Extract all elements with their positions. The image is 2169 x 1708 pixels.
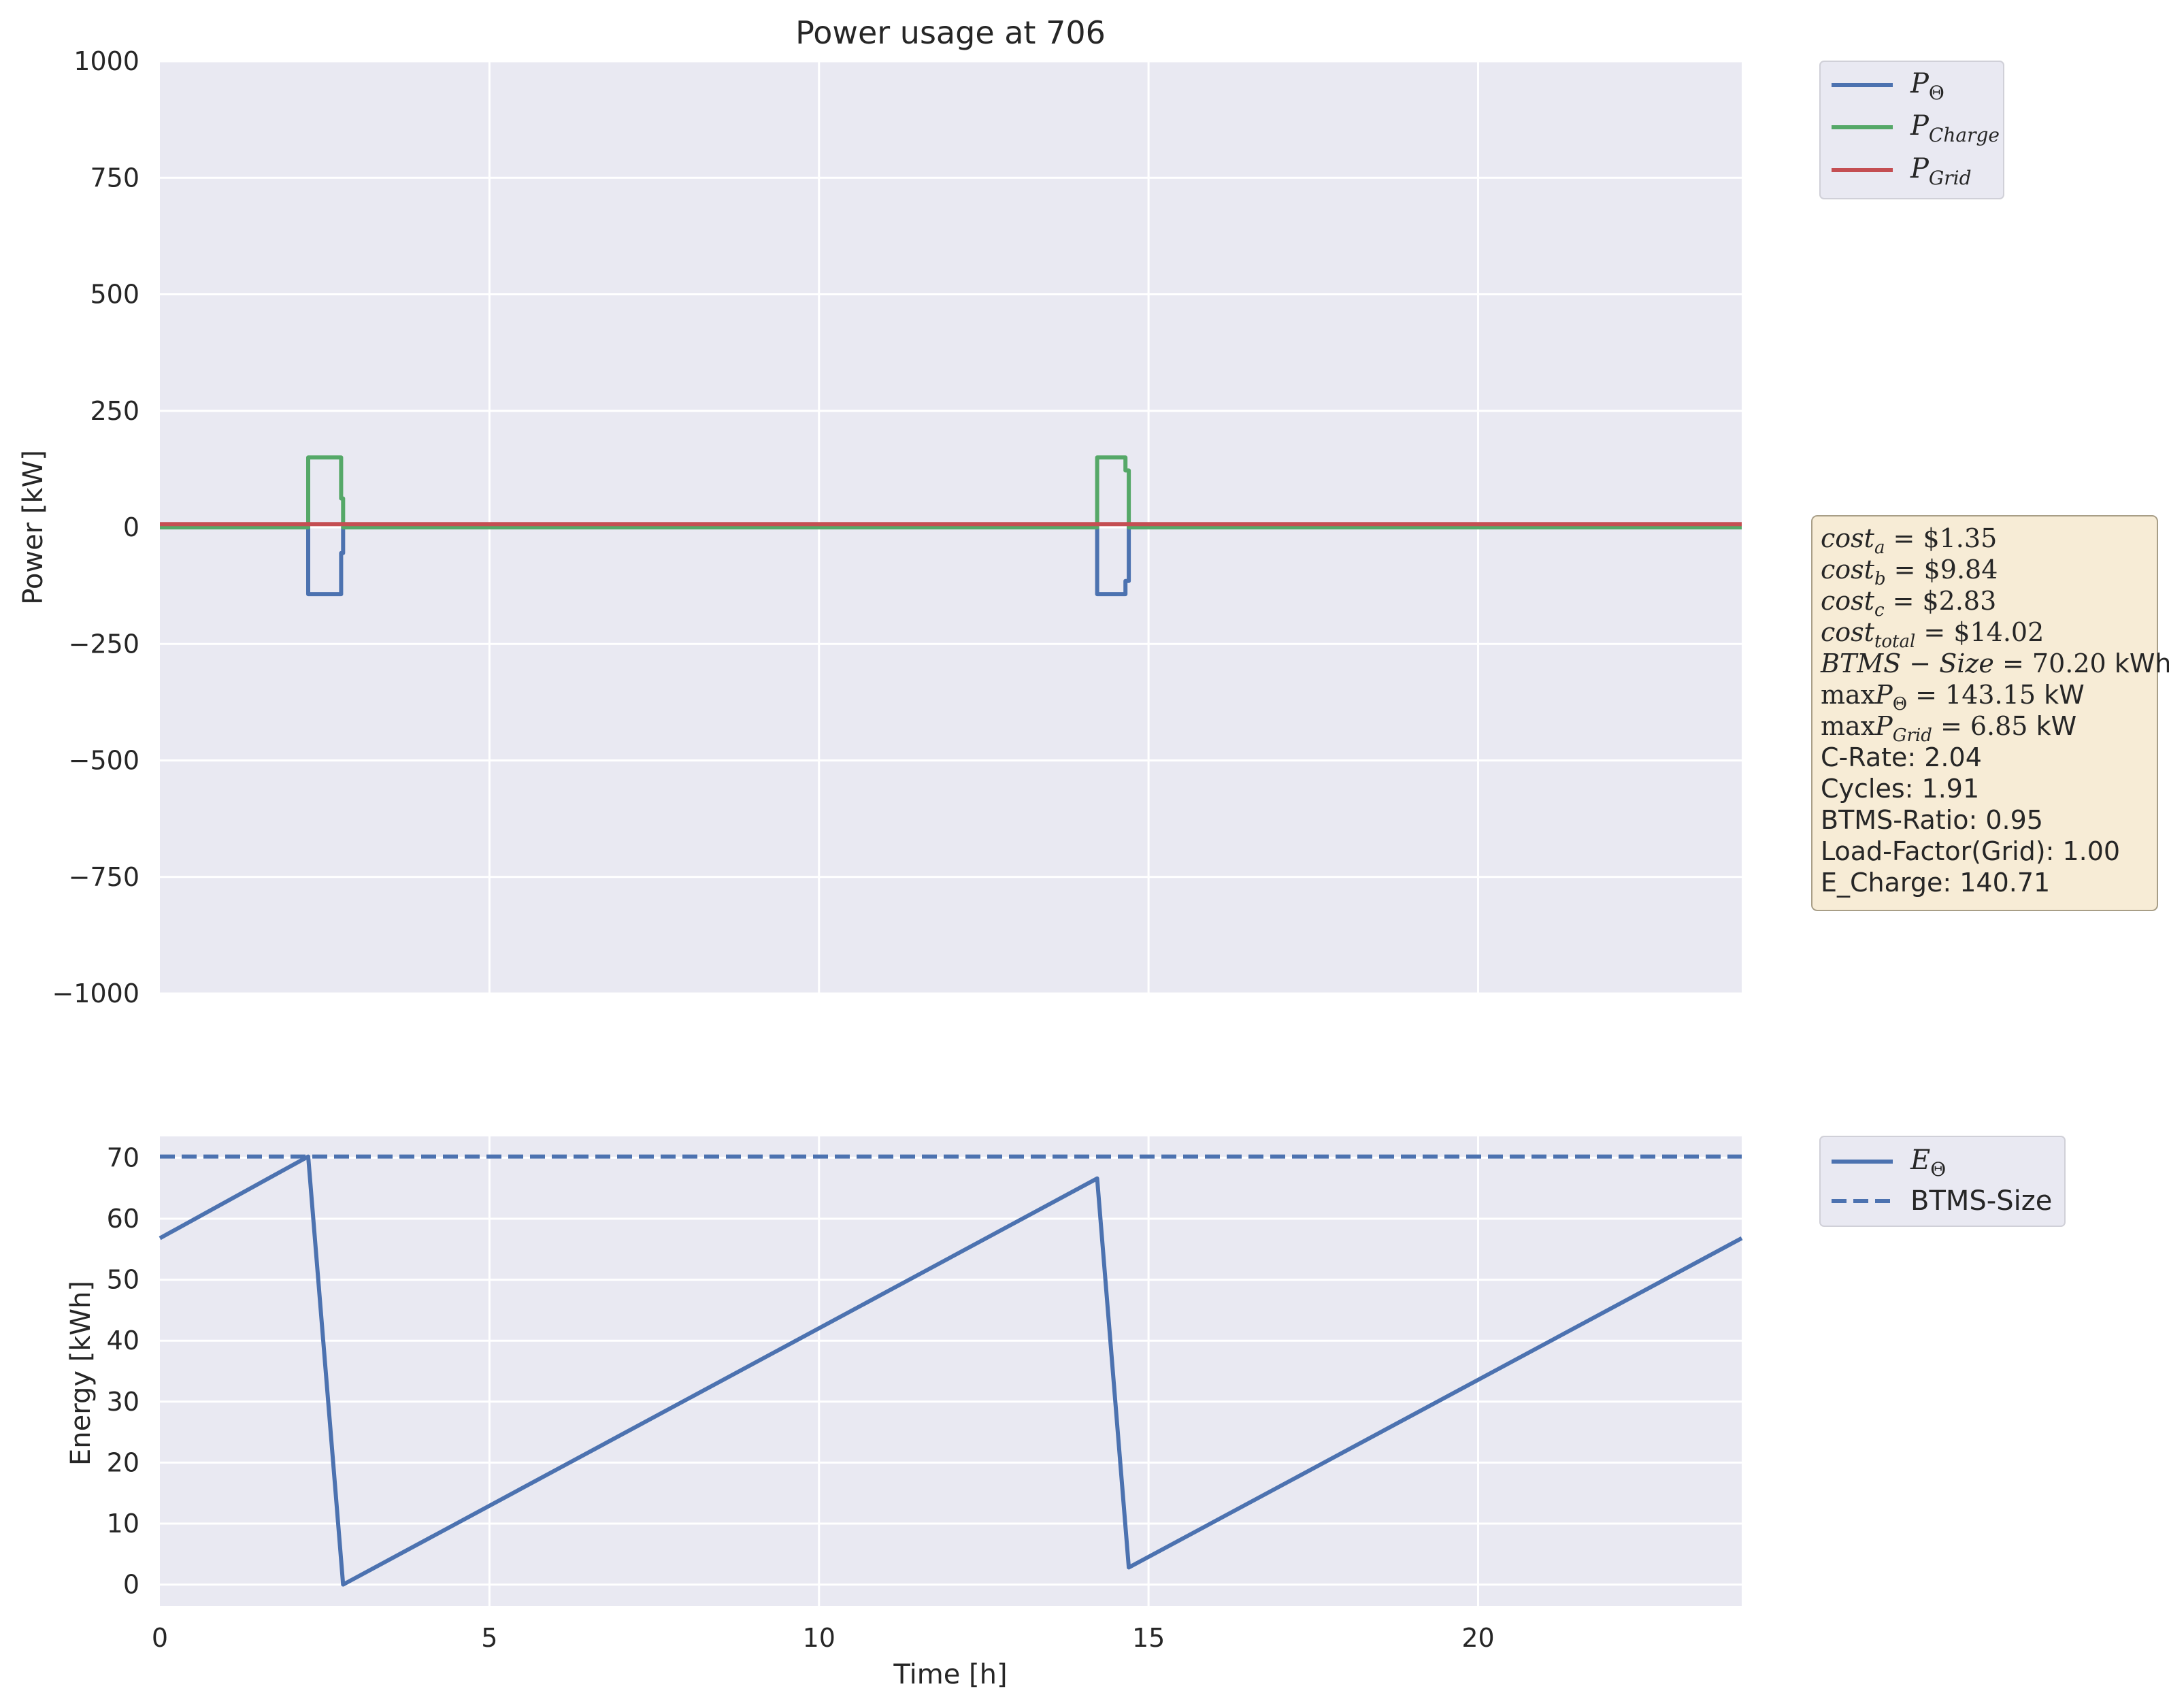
power-y-axis-label: Power [kW] <box>18 450 49 605</box>
legend-item-e-theta: EΘ <box>1832 1145 1946 1181</box>
legend-label-p-grid: PGrid <box>1910 153 1972 189</box>
power-series <box>160 455 1742 597</box>
energy-ytick-label: 60 <box>107 1204 139 1234</box>
info-cycles: Cycles: 1.91 <box>1821 774 1979 804</box>
power-chart: −1000 −750 −500 −250 0 250 500 750 1000 Power us… <box>18 14 1742 1008</box>
legend-label-e-theta: EΘ <box>1910 1145 1946 1181</box>
x-axis-label: Time [h] <box>893 1659 1007 1690</box>
power-ytick-label: 0 <box>123 512 139 542</box>
legend-label-btms-size: BTMS-Size <box>1910 1185 2052 1217</box>
info-max-p-grid: maxPGrid = 6.85 kW <box>1821 711 2076 746</box>
info-e-charge: E_Charge: 140.71 <box>1821 868 2050 898</box>
power-ytick-label: −500 <box>69 746 139 776</box>
series-line-p-charge <box>160 455 1742 529</box>
power-y-ticks: −1000 −750 −500 −250 0 250 500 750 1000 <box>52 46 139 1008</box>
energy-x-ticks: 0 5 10 15 20 <box>152 1623 1495 1653</box>
energy-ytick-label: 30 <box>107 1387 139 1417</box>
power-ytick-label: 250 <box>90 396 139 426</box>
energy-ytick-label: 10 <box>107 1509 139 1539</box>
energy-xtick-label: 15 <box>1132 1623 1165 1653</box>
info-cost-total: costtotal = $14.02 <box>1821 617 2044 652</box>
power-ytick-label: −1000 <box>52 979 139 1008</box>
energy-y-axis-label: Energy [kWh] <box>65 1281 97 1466</box>
energy-series <box>159 1154 1743 1587</box>
results-info-box: costa = $1.35 costb = $9.84 costc = $2.8… <box>1811 515 2169 911</box>
legend-item-p-theta: PΘ <box>1832 68 1944 104</box>
info-cost-b: costb = $9.84 <box>1821 555 1998 589</box>
info-btms-ratio: BTMS-Ratio: 0.95 <box>1821 805 2043 835</box>
energy-ytick-label: 40 <box>107 1326 139 1356</box>
legend-label-p-charge: PCharge <box>1910 110 2000 146</box>
info-cost-a: costa = $1.35 <box>1821 523 1997 558</box>
legend-label-p-theta: PΘ <box>1910 68 1944 104</box>
energy-ytick-label: 70 <box>107 1143 139 1172</box>
energy-legend: EΘ BTMS-Size <box>1819 1136 2066 1227</box>
energy-xtick-label: 0 <box>152 1623 168 1653</box>
info-max-p-theta: maxPΘ = 143.15 kW <box>1821 680 2085 715</box>
info-btms-size: BTMS − Size = 70.20 kWh <box>1820 648 2169 678</box>
legend-item-p-grid: PGrid <box>1832 153 1972 189</box>
info-cost-c: costc = $2.83 <box>1821 586 1996 621</box>
energy-y-ticks: 0 10 20 30 40 50 60 70 <box>107 1143 139 1599</box>
power-ytick-label: 1000 <box>73 46 139 76</box>
power-ytick-label: 500 <box>90 280 139 310</box>
series-line-e <box>159 1154 1743 1587</box>
info-load-factor: Load-Factor(Grid): 1.00 <box>1821 836 2120 866</box>
energy-chart: 0 10 20 30 40 50 60 70 0 5 10 15 20 Time [h] Energy… <box>65 1136 1743 1690</box>
chart-title: Power usage at 706 <box>795 14 1106 51</box>
info-c-rate: C-Rate: 2.04 <box>1821 742 1982 772</box>
energy-xtick-label: 5 <box>481 1623 497 1653</box>
energy-ytick-label: 20 <box>107 1447 139 1477</box>
power-legend: PΘ PCharge PGrid <box>1819 61 2004 199</box>
energy-ytick-label: 0 <box>123 1570 139 1600</box>
legend-item-p-charge: PCharge <box>1832 110 2000 146</box>
power-legend-frame <box>1819 61 2004 199</box>
energy-xtick-label: 20 <box>1461 1623 1494 1653</box>
power-ytick-label: −250 <box>69 629 139 659</box>
energy-ytick-label: 50 <box>107 1265 139 1295</box>
power-ytick-label: −750 <box>69 862 139 892</box>
energy-plot-area <box>160 1136 1742 1606</box>
energy-xtick-label: 10 <box>803 1623 835 1653</box>
legend-item-btms-size: BTMS-Size <box>1832 1185 2052 1217</box>
power-ytick-label: 750 <box>90 163 139 193</box>
info-box-frame <box>1811 515 2158 911</box>
energy-legend-frame <box>1819 1136 2066 1227</box>
